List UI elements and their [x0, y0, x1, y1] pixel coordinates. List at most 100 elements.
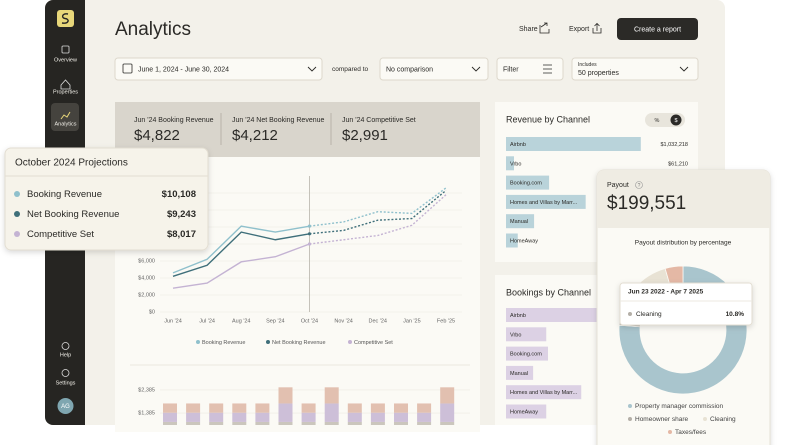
bar — [506, 214, 535, 229]
series-dot — [14, 231, 20, 237]
projection-value: $9,243 — [167, 209, 196, 220]
bar-segment — [255, 403, 270, 413]
bookings-by-channel: Bookings by Channel Airbnb Vrbo Booking.com… — [506, 287, 602, 419]
bar-segment — [417, 421, 432, 425]
create-report-label: Create a report — [634, 26, 681, 33]
nav-item[interactable]: Settings — [56, 380, 76, 386]
bar — [506, 308, 602, 322]
stat-value: $2,991 — [342, 127, 388, 144]
category-label: Manual — [510, 371, 528, 377]
comparison-select[interactable] — [379, 57, 489, 81]
bar-segment — [163, 403, 177, 413]
series-line — [309, 187, 447, 227]
y-tick-label: $4,000 — [138, 275, 155, 281]
x-tick-label: Oct '24 — [301, 318, 318, 324]
x-tick-label: Nov '24 — [334, 318, 352, 324]
bar-segment — [278, 387, 293, 404]
nav-item[interactable]: Analytics — [54, 121, 76, 127]
bar-segment — [301, 412, 316, 422]
filter-button[interactable] — [496, 57, 564, 81]
legend-swatch — [703, 417, 707, 421]
series-line — [172, 225, 310, 274]
category-label: Airbnb — [510, 142, 526, 148]
bar-segment — [417, 403, 432, 413]
nav-item[interactable]: Help — [60, 352, 71, 358]
stat-label: Jun '24 Competitive Set — [342, 117, 416, 124]
bar-segment — [370, 412, 385, 422]
bar-segment — [370, 403, 385, 413]
bar-segment — [440, 403, 455, 422]
category-label: Vrbo — [510, 161, 521, 167]
category-label: Booking.com — [510, 352, 542, 358]
bar-segment — [209, 412, 224, 422]
calendar-icon — [122, 63, 133, 74]
bar — [506, 175, 550, 190]
avatar[interactable] — [57, 398, 74, 414]
x-tick-label: Jan '25 — [403, 318, 421, 324]
bar-segment — [163, 412, 177, 422]
bar-segment — [440, 421, 455, 425]
payout-amount: $199,551 — [607, 193, 686, 214]
nav-icon — [61, 45, 70, 54]
projection-label: Net Booking Revenue — [27, 209, 119, 220]
bar-segment — [394, 412, 408, 422]
share-button[interactable]: Share — [519, 26, 538, 33]
nav-active-bg — [51, 103, 79, 131]
category-label: Vrbo — [510, 332, 521, 338]
toggle-option[interactable]: % — [655, 118, 660, 124]
nav-icon — [60, 111, 71, 120]
bar-segment — [163, 421, 177, 425]
share-icon — [539, 22, 550, 34]
bar-segment — [347, 403, 362, 413]
chevron — [679, 66, 689, 72]
nav-item[interactable]: Properties — [53, 89, 78, 95]
nav-icon — [60, 79, 71, 90]
legend-swatch — [628, 417, 632, 421]
bar — [506, 385, 582, 400]
help-icon[interactable] — [635, 181, 643, 189]
payout-donut: Payout distribution by percentage Jun 23 … — [618, 240, 753, 436]
y-tick-label: $0 — [149, 309, 155, 315]
stat-value: $4,212 — [232, 127, 278, 144]
bar-chart: $1,385 $2,385 — [138, 387, 470, 425]
projections-card — [4, 147, 209, 251]
bar-segment — [209, 403, 224, 413]
bar — [506, 346, 548, 361]
legend-label: Cleaning — [710, 416, 736, 423]
bar-segment — [186, 421, 201, 425]
bar-segment — [232, 412, 247, 422]
page-title: Analytics — [115, 19, 191, 40]
bar — [506, 194, 586, 209]
bar-segment — [347, 421, 362, 425]
bar — [506, 137, 641, 151]
legend-swatch — [628, 404, 632, 408]
legend-label: Property manager commission — [635, 403, 724, 410]
filter-label: Filter — [503, 66, 519, 73]
bar — [506, 404, 547, 419]
bar-segment — [255, 421, 270, 425]
export-button[interactable]: Export — [569, 26, 589, 33]
date-range-picker[interactable] — [114, 57, 323, 81]
properties-value: 50 properties — [578, 70, 619, 77]
category-label: Homes and Villas by Marr... — [510, 390, 578, 396]
projection-value: $10,108 — [162, 189, 196, 200]
series-line — [309, 189, 447, 235]
toggle-active — [670, 114, 682, 126]
bar-segment — [324, 387, 339, 404]
tooltip — [619, 282, 753, 326]
legend-label: Homeowner share — [635, 416, 688, 423]
legend-swatch — [266, 340, 270, 344]
payout-header — [597, 170, 770, 228]
nav-item[interactable]: Overview — [54, 57, 77, 63]
toggle-option[interactable]: $ — [674, 118, 677, 124]
comparison-value: No comparison — [386, 66, 433, 73]
category-label: Booking.com — [510, 181, 542, 187]
series-dot — [14, 191, 20, 197]
create-report-button[interactable] — [617, 18, 698, 40]
properties-select[interactable] — [571, 57, 699, 81]
category-label: Airbnb — [510, 313, 526, 319]
tooltip-label: Cleaning — [636, 311, 662, 318]
date-range: June 1, 2024 - June 30, 2024 — [138, 66, 229, 73]
bar-segment — [255, 412, 270, 422]
panel-title: Bookings by Channel — [506, 287, 591, 297]
